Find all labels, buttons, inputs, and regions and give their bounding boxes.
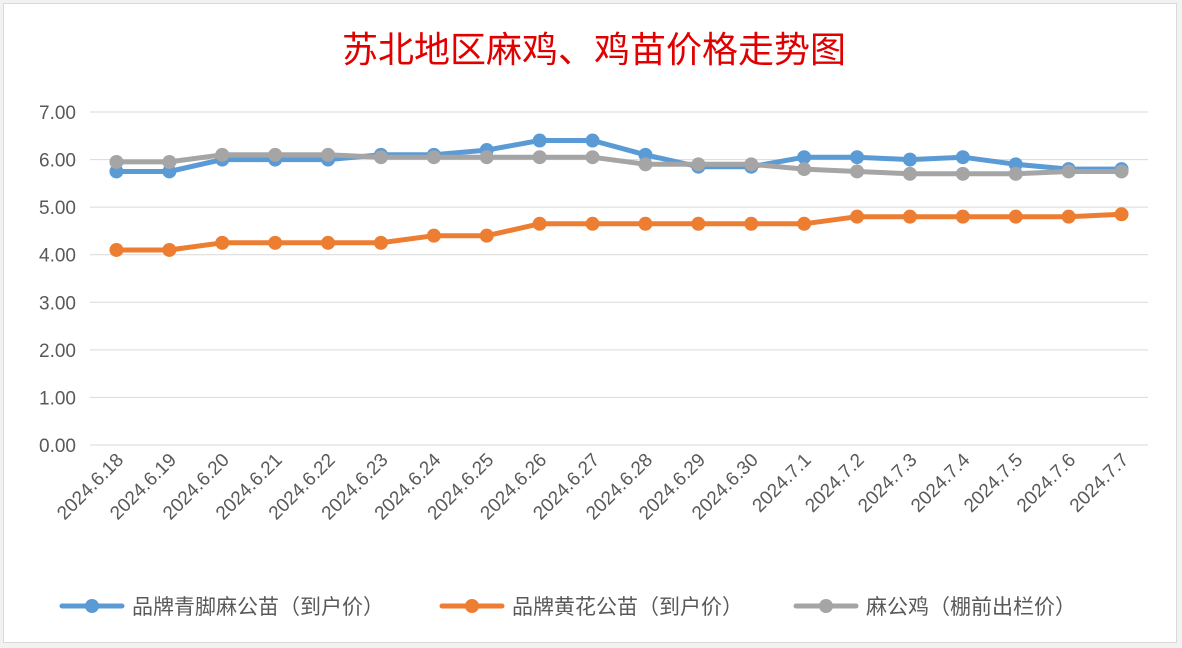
data-point	[373, 150, 388, 165]
y-tick-label: 0.00	[39, 436, 76, 457]
data-point	[585, 150, 600, 165]
data-point	[955, 166, 970, 181]
y-tick-label: 3.00	[39, 293, 76, 314]
legend-entry: 麻公鸡（棚前出栏价）	[793, 595, 1076, 619]
y-tick-label: 2.00	[39, 341, 76, 362]
data-point	[532, 133, 547, 148]
data-point	[902, 209, 917, 224]
data-point	[797, 150, 812, 165]
data-point	[1114, 164, 1129, 179]
data-point	[268, 147, 283, 162]
data-point	[638, 216, 653, 231]
data-point	[215, 235, 230, 250]
data-point	[109, 242, 124, 257]
series-2	[109, 207, 1129, 257]
line-chart: 苏北地区麻鸡、鸡苗价格走势图 0.00 1.00 2.00 3.00 4.00 5.00 6…	[39, 30, 1148, 619]
y-tick-label: 6.00	[39, 151, 76, 172]
legend-entry: 品牌黄花公苗（到户价）	[439, 595, 743, 619]
data-point	[691, 216, 706, 231]
data-point	[373, 235, 388, 250]
data-point	[744, 157, 759, 172]
data-point	[162, 242, 177, 257]
y-tick-label: 4.00	[39, 246, 76, 267]
legend-label: 品牌青脚麻公苗（到户价）	[132, 595, 384, 619]
legend-label: 品牌黄花公苗（到户价）	[512, 595, 743, 619]
data-point	[321, 235, 336, 250]
data-point	[955, 150, 970, 165]
chart-title: 苏北地区麻鸡、鸡苗价格走势图	[342, 30, 846, 71]
data-point	[797, 216, 812, 231]
data-point	[638, 157, 653, 172]
data-point	[215, 147, 230, 162]
data-point	[902, 166, 917, 181]
data-point	[850, 209, 865, 224]
data-point	[850, 164, 865, 179]
data-point	[532, 150, 547, 165]
series-line	[114, 152, 1124, 177]
data-point	[426, 150, 441, 165]
data-point	[955, 209, 970, 224]
y-tick-label: 1.00	[39, 388, 76, 409]
data-point	[162, 154, 177, 169]
series-3	[109, 147, 1129, 181]
data-point	[426, 228, 441, 243]
x-tick-label: 2024.7.7	[1066, 450, 1133, 517]
data-point	[479, 150, 494, 165]
data-point	[585, 216, 600, 231]
chart-frame: 苏北地区麻鸡、鸡苗价格走势图 0.00 1.00 2.00 3.00 4.00 5.00 6…	[3, 3, 1177, 643]
data-point	[1061, 209, 1076, 224]
legend-label: 麻公鸡（棚前出栏价）	[866, 595, 1076, 619]
data-point	[479, 228, 494, 243]
legend-entry: 品牌青脚麻公苗（到户价）	[59, 595, 384, 619]
data-point	[1061, 164, 1076, 179]
data-point	[321, 147, 336, 162]
legend-marker	[85, 599, 99, 613]
data-point	[268, 235, 283, 250]
data-point	[797, 162, 812, 177]
data-point	[744, 216, 759, 231]
y-axis-ticks: 0.00 1.00 2.00 3.00 4.00 5.00 6.00 7.00	[39, 103, 76, 457]
series-line	[114, 211, 1124, 253]
series-line	[114, 138, 1124, 174]
y-tick-label: 5.00	[39, 198, 76, 219]
data-point	[1114, 207, 1129, 222]
y-tick-label: 7.00	[39, 103, 76, 124]
data-point	[585, 133, 600, 148]
data-point	[1008, 209, 1023, 224]
data-point	[532, 216, 547, 231]
data-point	[850, 150, 865, 165]
legend-marker	[465, 599, 479, 613]
data-point	[109, 154, 124, 169]
series-layer	[109, 133, 1129, 257]
data-point	[902, 152, 917, 167]
data-point	[691, 157, 706, 172]
legend: 品牌青脚麻公苗（到户价） 品牌黄花公苗（到户价） 麻公鸡（棚前出栏价）	[59, 595, 1076, 619]
data-point	[1008, 166, 1023, 181]
legend-marker	[819, 599, 833, 613]
x-axis-ticks: 2024.6.182024.6.192024.6.202024.6.212024…	[53, 449, 1133, 524]
